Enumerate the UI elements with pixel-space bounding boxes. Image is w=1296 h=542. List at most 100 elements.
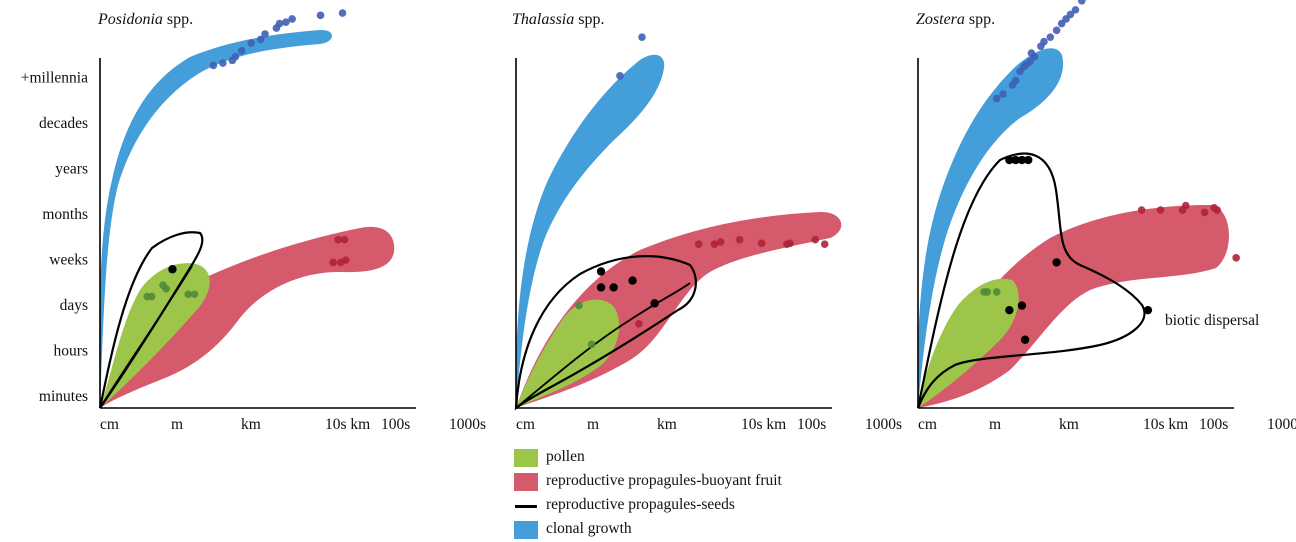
fruit-point: [757, 239, 766, 248]
clonal-point: [288, 15, 296, 23]
seeds-point: [1017, 301, 1027, 310]
panel-title-genus: Posidonia: [97, 11, 163, 28]
pollen-swatch: [514, 449, 538, 467]
clonal-point: [256, 35, 265, 44]
legend-label: reproductive propagules-seeds: [546, 496, 735, 513]
fruit-point: [635, 320, 643, 328]
clonal-point: [338, 9, 347, 17]
pollen-point: [983, 288, 992, 296]
seeds-point: [1052, 258, 1061, 267]
fruit-point: [735, 235, 744, 244]
fruit-point: [1156, 206, 1165, 214]
y-tick-label: hours: [54, 343, 88, 360]
fruit-point: [694, 240, 703, 248]
seeds-inner-line: [99, 265, 193, 409]
panel-posidonia: Posidonia spp. cm m km 10s km 100s 1000s minut…: [21, 9, 486, 433]
clonal-point: [1078, 0, 1086, 5]
pollen-point: [992, 288, 1001, 296]
seeds-point: [628, 276, 637, 285]
pollen-point: [587, 340, 596, 349]
x-tick-label: km: [1059, 416, 1079, 433]
legend-label: clonal growth: [546, 520, 632, 537]
panel-title: Thalassia spp.: [512, 11, 604, 28]
seeds-point: [1143, 305, 1153, 315]
x-tick-label: 1000s: [449, 416, 486, 433]
y-tick-label: years: [55, 161, 88, 178]
fruit-swatch: [514, 473, 538, 491]
y-tick-label: months: [42, 206, 88, 223]
clonal-growth-region: [917, 48, 1064, 408]
clonal-point: [1027, 49, 1036, 57]
clonal-point: [992, 94, 1001, 103]
fruit-point: [1137, 206, 1146, 214]
clonal-point: [1052, 26, 1061, 35]
y-tick-label: decades: [39, 115, 88, 132]
seeds-point: [650, 299, 659, 308]
y-tick-label: minutes: [39, 388, 88, 405]
y-tick-label: days: [60, 297, 88, 314]
x-tick-label: m: [587, 416, 599, 433]
fruit-point: [329, 258, 337, 267]
clonal-swatch: [514, 521, 538, 539]
panel-title-suffix: spp.: [574, 11, 604, 28]
clonal-point: [237, 47, 246, 55]
seeds-point: [168, 265, 177, 274]
x-tick-label: m: [989, 416, 1001, 433]
seeds-point: [1020, 335, 1030, 344]
x-tick-label: km: [241, 416, 261, 433]
fruit-point: [1213, 206, 1222, 214]
fruit-point: [334, 235, 342, 244]
panel-title-suffix: spp.: [163, 11, 193, 28]
panel-title-suffix: spp.: [965, 11, 995, 28]
panel-title: Posidonia spp.: [97, 11, 193, 28]
x-tick-label: cm: [516, 416, 535, 433]
seeds-line-swatch: [515, 505, 537, 508]
fruit-point: [1200, 208, 1209, 217]
seeds-point: [1005, 305, 1014, 315]
legend-label: reproductive propagules-buoyant fruit: [546, 472, 782, 489]
x-tick-label: m: [171, 416, 183, 433]
clonal-point: [1046, 33, 1055, 41]
fruit-point: [710, 240, 719, 248]
x-tick-label: 10s km: [741, 416, 786, 433]
x-tick-label: 100s: [797, 416, 826, 433]
series-points: [143, 9, 350, 301]
clonal-point: [219, 59, 227, 67]
pollen-point: [190, 290, 199, 299]
x-tick-label: 10s km: [1143, 416, 1188, 433]
x-tick-label: km: [657, 416, 677, 433]
x-tick-label: cm: [918, 416, 937, 433]
x-tick-label: 10s km: [325, 416, 370, 433]
seeds-point: [1011, 155, 1020, 165]
x-tick-label: cm: [100, 416, 119, 433]
seeds-outline: [514, 255, 697, 411]
fruit-point: [820, 240, 829, 248]
series-points: [980, 0, 1240, 344]
seeds-point: [1017, 155, 1027, 165]
clonal-growth-region: [515, 54, 665, 409]
axes: cm m km 10s km 100s 1000s minutes hours days week…: [21, 58, 486, 433]
x-tick-label: 100s: [1199, 416, 1228, 433]
seeds-point: [609, 283, 618, 292]
axes: cm m km 10s km 100s 1000s: [917, 58, 1296, 433]
clonal-point: [616, 72, 624, 80]
pollen-point: [162, 284, 170, 293]
seeds-point: [596, 283, 606, 292]
pollen-point: [575, 301, 583, 310]
fruit-point: [716, 238, 725, 246]
legend-label: pollen: [546, 448, 585, 465]
panel-title-genus: Thalassia: [512, 11, 574, 28]
clonal-point: [1040, 37, 1048, 46]
y-tick-label: weeks: [49, 252, 88, 269]
annotation-biotic-dispersal: biotic dispersal: [1165, 312, 1259, 329]
seeds-point: [596, 267, 606, 276]
x-tick-label: 1000s: [1267, 416, 1296, 433]
x-tick-label: 1000s: [865, 416, 902, 433]
pollen-region: [918, 278, 1019, 408]
fruit-point: [1181, 201, 1190, 210]
axes: cm m km 10s km 100s 1000s: [515, 58, 902, 433]
pollen-point: [147, 292, 156, 301]
clonal-point: [209, 61, 218, 70]
clonal-point: [999, 90, 1007, 98]
clonal-point: [261, 30, 269, 38]
